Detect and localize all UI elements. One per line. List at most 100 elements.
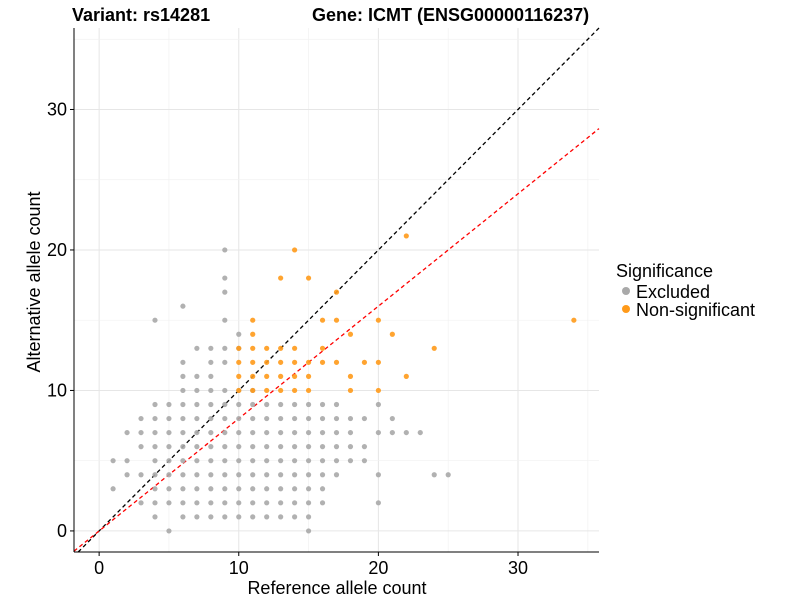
- data-points: [110, 233, 577, 534]
- data-point-excluded: [208, 500, 214, 506]
- data-point-non-significant: [389, 331, 395, 337]
- data-point-non-significant: [278, 387, 284, 394]
- data-point-excluded: [264, 486, 270, 492]
- data-point-excluded: [138, 429, 144, 436]
- data-point-excluded: [152, 472, 158, 478]
- data-point-excluded: [333, 458, 340, 464]
- data-point-excluded: [305, 401, 312, 408]
- data-point-excluded: [236, 486, 242, 492]
- data-point-excluded: [361, 444, 368, 450]
- data-point-excluded: [152, 444, 158, 450]
- data-point-excluded: [319, 486, 326, 492]
- data-point-excluded: [431, 472, 437, 478]
- data-point-excluded: [208, 458, 214, 464]
- data-point-excluded: [208, 429, 214, 436]
- reference-line-fitted: [73, 128, 600, 552]
- data-point-excluded: [319, 472, 326, 478]
- data-point-non-significant: [250, 359, 256, 365]
- data-point-excluded: [292, 500, 298, 506]
- data-point-excluded: [319, 415, 326, 422]
- data-point-excluded: [264, 458, 270, 464]
- data-point-non-significant: [278, 345, 284, 351]
- data-point-excluded: [361, 458, 368, 464]
- data-point-excluded: [208, 387, 214, 394]
- data-point-excluded: [319, 500, 326, 506]
- data-point-excluded: [110, 486, 116, 492]
- data-point-excluded: [166, 486, 172, 492]
- data-point-excluded: [180, 401, 186, 408]
- data-point-excluded: [333, 472, 340, 478]
- data-point-excluded: [222, 486, 228, 492]
- data-point-non-significant: [278, 359, 284, 365]
- data-point-excluded: [264, 514, 270, 520]
- data-point-non-significant: [264, 359, 270, 365]
- legend-swatch-non-significant: [622, 305, 630, 313]
- data-point-non-significant: [292, 387, 298, 394]
- data-point-excluded: [278, 444, 284, 450]
- data-point-excluded: [152, 429, 158, 436]
- data-point-non-significant: [250, 345, 256, 351]
- data-point-non-significant: [403, 233, 409, 239]
- data-point-non-significant: [305, 359, 312, 365]
- data-point-non-significant: [292, 359, 298, 365]
- data-point-excluded: [138, 500, 144, 506]
- legend: Significance Excluded Non-significant: [616, 261, 755, 320]
- data-point-excluded: [166, 500, 172, 506]
- x-tick-label: 10: [229, 558, 249, 578]
- legend-label-non-significant: Non-significant: [636, 300, 755, 320]
- data-point-excluded: [222, 500, 228, 506]
- data-point-excluded: [138, 472, 144, 478]
- data-point-excluded: [222, 429, 228, 436]
- data-point-non-significant: [319, 359, 326, 365]
- data-point-excluded: [124, 429, 130, 436]
- plot-panel: 0 10 20 30 0 10 20 30: [47, 27, 600, 578]
- data-point-excluded: [375, 500, 381, 506]
- data-point-non-significant: [347, 373, 354, 379]
- data-point-non-significant: [278, 275, 284, 281]
- legend-title: Significance: [616, 261, 713, 281]
- data-point-excluded: [222, 472, 228, 478]
- data-point-non-significant: [375, 359, 381, 365]
- data-point-excluded: [236, 444, 242, 450]
- data-point-excluded: [292, 444, 298, 450]
- chart-title-variant: Variant: rs14281: [72, 5, 210, 25]
- data-point-excluded: [152, 458, 158, 464]
- data-point-excluded: [138, 415, 144, 422]
- data-point-excluded: [208, 415, 214, 422]
- data-point-excluded: [110, 458, 116, 464]
- data-point-non-significant: [375, 317, 381, 323]
- data-point-excluded: [180, 429, 186, 436]
- data-point-non-significant: [333, 317, 340, 323]
- data-point-excluded: [292, 458, 298, 464]
- data-point-excluded: [152, 401, 158, 408]
- data-point-excluded: [445, 472, 451, 478]
- data-point-excluded: [194, 444, 200, 450]
- data-point-excluded: [250, 444, 256, 450]
- legend-label-excluded: Excluded: [636, 282, 710, 302]
- data-point-excluded: [194, 373, 200, 379]
- data-point-excluded: [208, 514, 214, 520]
- data-point-excluded: [236, 429, 242, 436]
- data-point-excluded: [389, 429, 395, 436]
- data-point-excluded: [292, 514, 298, 520]
- data-point-excluded: [264, 401, 270, 408]
- data-point-excluded: [208, 401, 214, 408]
- data-point-excluded: [194, 401, 200, 408]
- data-point-excluded: [180, 444, 186, 450]
- data-point-non-significant: [250, 387, 256, 394]
- data-point-excluded: [194, 458, 200, 464]
- x-tick-label: 30: [508, 558, 528, 578]
- data-point-excluded: [278, 415, 284, 422]
- data-point-excluded: [236, 401, 242, 408]
- x-axis-ticks: 0 10 20 30: [94, 552, 528, 578]
- data-point-excluded: [222, 345, 228, 351]
- data-point-excluded: [264, 444, 270, 450]
- y-axis-ticks: 0 10 20 30: [47, 99, 74, 541]
- data-point-excluded: [278, 472, 284, 478]
- data-point-excluded: [152, 500, 158, 506]
- data-point-non-significant: [236, 359, 242, 365]
- data-point-excluded: [305, 528, 312, 534]
- data-point-excluded: [152, 486, 158, 492]
- data-point-excluded: [305, 415, 312, 422]
